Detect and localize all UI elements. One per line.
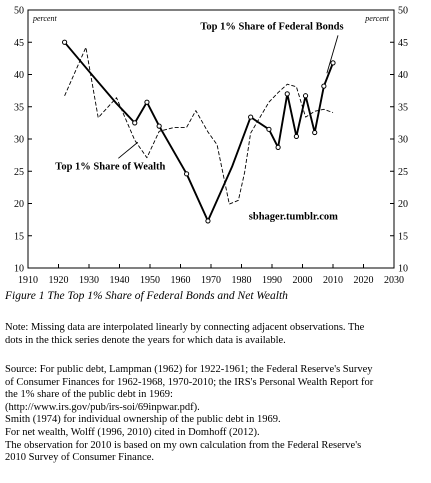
y-tick-label-left: 20 — [14, 199, 24, 210]
data-point-marker — [132, 120, 138, 126]
data-point-marker — [156, 123, 162, 129]
annotations: Top 1% Share of Federal Bonds Top 1% Shar… — [55, 21, 343, 222]
annotation-wealth: Top 1% Share of Wealth — [55, 161, 165, 172]
source-line: The observation for 2010 is based on my … — [5, 439, 362, 451]
data-point-marker — [293, 133, 299, 140]
x-tick-label: 1930 — [79, 275, 99, 286]
x-tick-label: 2030 — [384, 275, 404, 286]
annotation-arrow-wealth — [118, 141, 139, 159]
y-tick-label-left: 30 — [14, 135, 24, 146]
x-tick-label: 1920 — [49, 275, 69, 286]
x-tick-label: 2010 — [323, 275, 343, 286]
x-tick-label: 1980 — [232, 275, 252, 286]
y-tick-label-right: 25 — [398, 167, 408, 178]
data-point-marker — [312, 129, 318, 136]
data-point-marker — [302, 93, 309, 99]
x-tick-label: 1940 — [110, 275, 130, 286]
series-line-federal-bonds — [63, 41, 334, 222]
x-tick-label: 1970 — [201, 275, 221, 286]
y-tick-label-right: 20 — [398, 199, 408, 210]
y-tick-label-right: 45 — [398, 38, 408, 49]
x-tick-label: 2020 — [354, 275, 374, 286]
annotation-federal-bonds: Top 1% Share of Federal Bonds — [200, 21, 343, 32]
series-line-wealth — [64, 46, 334, 205]
source-line: of Consumer Finances for 1962-1968, 1970… — [5, 376, 374, 388]
plot-frame — [27, 9, 395, 269]
x-tick-label: 1990 — [262, 275, 282, 286]
annotation-arrow-federal-bonds — [326, 35, 339, 74]
y-tick-label-right: 15 — [398, 231, 408, 242]
y-tick-label-right: 30 — [398, 135, 408, 146]
y-tick-label-left: 45 — [14, 38, 24, 49]
line-chart: 1910 1920 1930 1940 1950 1960 1970 1980 1990 2000… — [14, 6, 408, 287]
x-tick-label: 1960 — [171, 275, 191, 286]
source-line: For net wealth, Wolff (1996, 2010) cited… — [5, 426, 260, 438]
source-line: Source: For public debt, Lampman (1962) … — [5, 364, 373, 375]
figure-caption: Figure 1 The Top 1% Share of Federal Bon… — [5, 290, 288, 302]
note-line: dots in the thick series denote the year… — [5, 334, 286, 346]
source-line: (http://www.irs.gov/pub/irs-soi/69inpwar… — [5, 401, 200, 413]
y-tick-label-right: 50 — [398, 6, 408, 17]
data-point-marker — [330, 60, 336, 66]
axes: 1910 1920 1930 1940 1950 1960 1970 1980 1990 2000… — [14, 6, 408, 287]
y-tick-label-right: 35 — [398, 102, 408, 113]
data-point-marker — [266, 126, 272, 132]
data-point-marker — [205, 218, 211, 224]
annotation-source-url: sbhager.tumblr.com — [249, 212, 338, 223]
source-block: Source: For public debt, Lampman (1962) … — [5, 364, 425, 465]
data-point-marker — [144, 99, 150, 105]
data-point-marker — [275, 144, 281, 150]
y-tick-label-left: 25 — [14, 167, 24, 178]
data-point-marker — [284, 91, 290, 97]
x-tick-label: 1910 — [18, 275, 38, 286]
y-tick-label-left: 15 — [14, 231, 24, 242]
note-block: Note: Missing data are interpolated line… — [5, 322, 425, 347]
y-unit-right: percent — [364, 14, 389, 23]
source-line: Smith (1974) for individual ownership of… — [5, 414, 281, 426]
y-tick-label-right: 40 — [398, 70, 408, 81]
y-tick-label-right: 10 — [398, 264, 408, 275]
y-tick-label-left: 35 — [14, 102, 24, 113]
y-tick-label-left: 40 — [14, 70, 24, 81]
x-tick-label: 2000 — [293, 275, 313, 286]
y-tick-label-left: 10 — [14, 264, 24, 275]
data-point-marker — [321, 83, 327, 89]
y-unit-left: percent — [32, 14, 57, 23]
data-point-marker — [248, 114, 254, 120]
y-tick-label-left: 50 — [14, 6, 24, 17]
series-layer — [62, 39, 336, 224]
x-tick-label: 1950 — [140, 275, 160, 286]
data-point-marker — [184, 171, 190, 177]
data-point-marker — [62, 39, 68, 45]
source-line: 2010 Survey of Consumer Finance. — [5, 452, 155, 464]
source-line: the 1% share of the public debt in 1969: — [5, 389, 173, 401]
note-line: Note: Missing data are interpolated line… — [5, 322, 365, 333]
